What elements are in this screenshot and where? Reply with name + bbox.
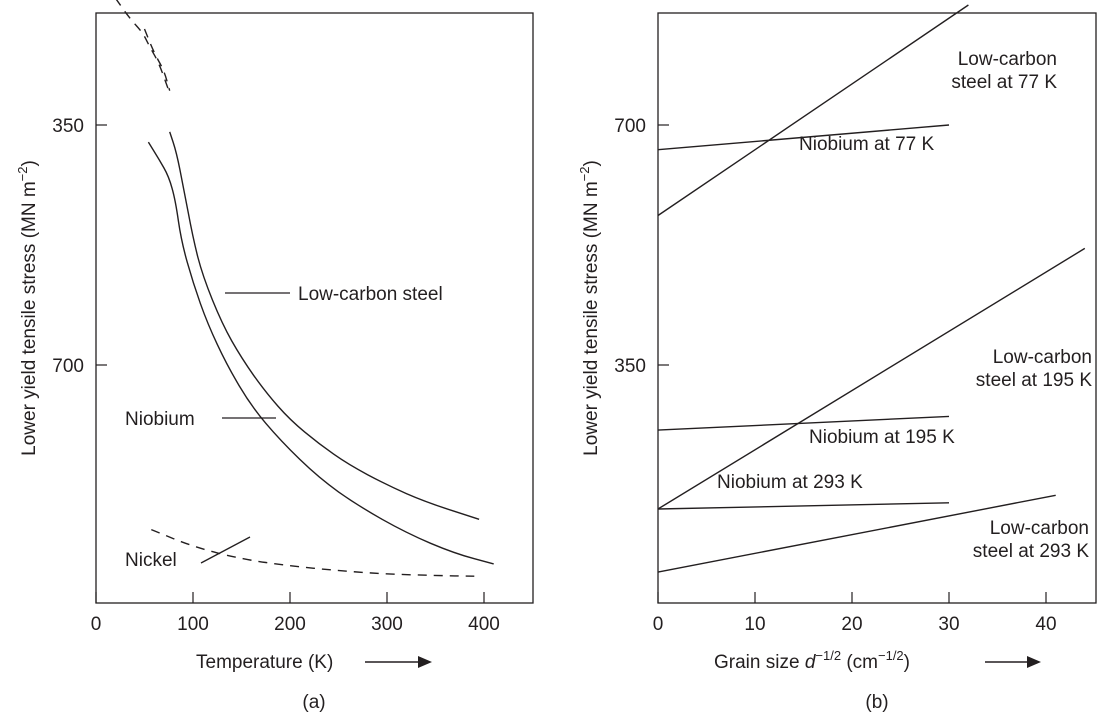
panel-a-x-tick-label-200: 200 — [274, 614, 306, 635]
panel-b-label-low-carbon-steel-77k-text-line-2: steel at 77 K — [951, 72, 1057, 93]
panel-b-caption: (b) — [865, 692, 888, 713]
panel-b-label-low-carbon-steel-195k: Low-carbon steel at 195 K — [976, 347, 1093, 391]
panel-b-label-low-carbon-steel-77k: Low-carbon steel at 77 K — [951, 49, 1057, 93]
panel-a: 350 700 0 100 200 300 400 Low-carbon ste… — [15, 0, 534, 713]
panel-b-label-low-carbon-steel-195k-text: Low-carbon — [993, 347, 1092, 368]
panel-a-x-tick-label-0: 0 — [91, 614, 102, 635]
panel-b-label-low-carbon-steel-293k-text: Low-carbon — [990, 518, 1089, 539]
panel-a-y-axis-title: Lower yield tensile stress (MN m−2) — [15, 160, 40, 456]
panel-b-y-axis-title: Lower yield tensile stress (MN m−2) — [577, 160, 602, 456]
panel-a-curve-low-carbon-steel — [169, 131, 480, 520]
panel-a-caption: (a) — [302, 692, 325, 713]
panel-a-x-axis-title: Temperature (K) — [196, 652, 333, 673]
panel-b-x-tick-label-40: 40 — [1035, 614, 1056, 635]
panel-a-y-tick-label-700: 700 — [52, 356, 84, 377]
panel-b-frame — [657, 12, 1097, 604]
panel-a-x-tick-label-100: 100 — [177, 614, 209, 635]
panel-a-curve-nickel — [151, 528, 475, 577]
panel-b-label-low-carbon-steel-293k-text-line-2: steel at 293 K — [973, 541, 1090, 562]
panel-b-x-tick-label-10: 10 — [744, 614, 765, 635]
panel-b-y-tick-label-350: 350 — [614, 356, 646, 377]
panel-b-label-niobium-195k: Niobium at 195 K — [809, 427, 955, 448]
panel-b-x-axis-title: Grain size d−1/2 (cm−1/2) — [714, 648, 910, 673]
panel-a-x-tick-label-400: 400 — [468, 614, 500, 635]
panel-b-y-tick-label-700: 700 — [614, 116, 646, 137]
panel-a-curve-extension-inner — [143, 28, 171, 91]
panel-a-x-tick-label-300: 300 — [371, 614, 403, 635]
panel-b-line-niobium-293k — [657, 502, 950, 510]
panel-a-curve-niobium — [147, 141, 494, 565]
panel-a-y-tick-label-350: 350 — [52, 116, 84, 137]
panel-a-label-low-carbon-steel: Low-carbon steel — [298, 284, 443, 305]
panel-b-line-low-carbon-steel-293k — [657, 494, 1056, 573]
panel-b-label-niobium-293k: Niobium at 293 K — [717, 472, 863, 493]
panel-b-label-niobium-77k: Niobium at 77 K — [799, 134, 935, 155]
panel-b-line-low-carbon-steel-195k — [657, 247, 1086, 510]
panel-b-x-tick-label-30: 30 — [938, 614, 959, 635]
panel-a-x-arrow-head — [418, 656, 432, 668]
panel-b: 700 350 0 10 20 30 40 Low-carbon steel at… — [577, 4, 1097, 713]
panel-b-label-low-carbon-steel-77k-text: Low-carbon — [958, 49, 1057, 70]
panel-b-line-niobium-195k — [657, 415, 950, 431]
panel-a-leader-nickel — [200, 536, 251, 564]
panel-b-line-low-carbon-steel-77k — [657, 4, 969, 217]
panel-b-x-tick-label-20: 20 — [841, 614, 862, 635]
panel-a-label-niobium: Niobium — [125, 409, 195, 430]
panel-b-x-arrow-head — [1027, 656, 1041, 668]
panel-a-curve-extension-outer — [115, 0, 170, 91]
panel-a-label-nickel: Nickel — [125, 550, 177, 571]
panel-a-frame — [95, 12, 534, 604]
panel-b-x-tick-label-0: 0 — [653, 614, 664, 635]
panel-b-line-niobium-77k — [657, 124, 950, 151]
panel-b-label-low-carbon-steel-195k-text-line-2: steel at 195 K — [976, 370, 1093, 391]
panel-b-label-low-carbon-steel-293k: Low-carbon steel at 293 K — [973, 518, 1090, 562]
